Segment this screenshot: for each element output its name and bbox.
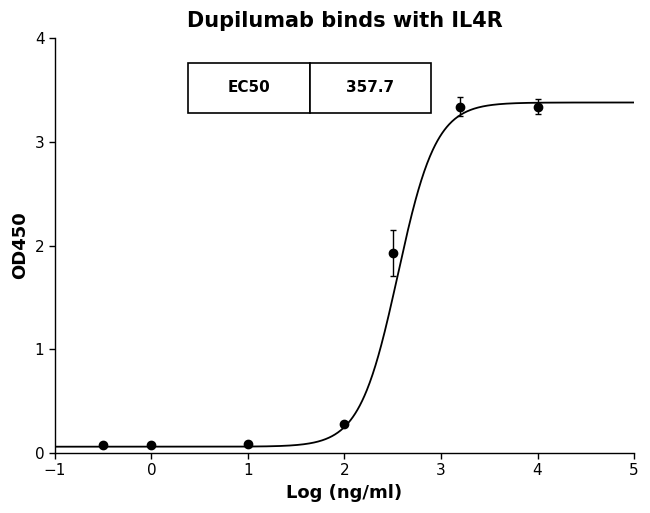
Y-axis label: OD450: OD450	[11, 212, 29, 280]
X-axis label: Log (ng/ml): Log (ng/ml)	[287, 484, 402, 502]
Title: Dupilumab binds with IL4R: Dupilumab binds with IL4R	[187, 11, 502, 31]
